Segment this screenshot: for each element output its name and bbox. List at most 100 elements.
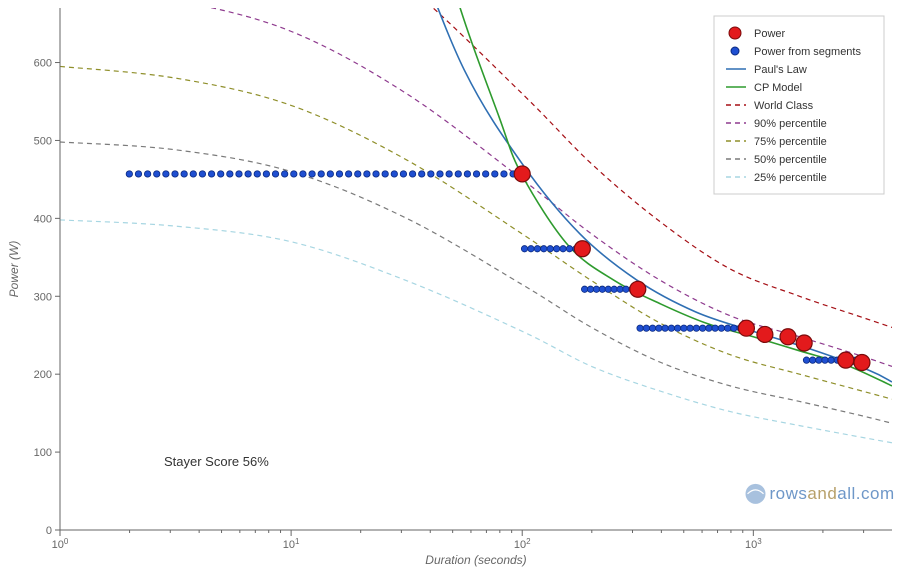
segment-dot xyxy=(706,325,712,331)
power-dot xyxy=(796,335,812,351)
y-tick-label: 300 xyxy=(34,291,52,303)
segment-dot xyxy=(718,325,724,331)
segment-dot xyxy=(521,246,527,252)
segment-dot xyxy=(816,357,822,363)
segment-dot xyxy=(473,171,479,177)
segment-dot xyxy=(464,171,470,177)
segment-dot xyxy=(218,171,224,177)
legend-label: 50% percentile xyxy=(754,154,827,166)
y-tick-label: 600 xyxy=(34,58,52,70)
x-tick-label: 100 xyxy=(52,537,69,552)
power-dot xyxy=(838,352,854,368)
segment-dot xyxy=(455,171,461,177)
segment-dot xyxy=(731,325,737,331)
x-axis-label: Duration (seconds) xyxy=(425,553,526,567)
segment-dot xyxy=(400,171,406,177)
segment-dot xyxy=(355,171,361,177)
segment-dot xyxy=(172,171,178,177)
segment-dot xyxy=(501,171,507,177)
segment-dot xyxy=(681,325,687,331)
segment-dot xyxy=(492,171,498,177)
power-dot xyxy=(757,326,773,342)
segment-dot xyxy=(154,171,160,177)
segment-dot xyxy=(245,171,251,177)
segment-dot xyxy=(553,246,559,252)
segment-dot xyxy=(623,286,629,292)
stayer-score-annotation: Stayer Score 56% xyxy=(164,454,269,469)
segment-dot xyxy=(605,286,611,292)
legend-label: Power xyxy=(754,28,786,40)
segment-dot xyxy=(534,246,540,252)
segment-dot xyxy=(373,171,379,177)
segment-dot xyxy=(227,171,233,177)
segment-dot xyxy=(593,286,599,292)
segment-dot xyxy=(599,286,605,292)
legend-label: 90% percentile xyxy=(754,118,827,130)
y-tick-label: 500 xyxy=(34,135,52,147)
segment-dot xyxy=(135,171,141,177)
x-tick-label: 102 xyxy=(514,537,531,552)
segment-dot xyxy=(541,246,547,252)
segment-dot xyxy=(318,171,324,177)
power-dot xyxy=(630,281,646,297)
segment-dot xyxy=(649,325,655,331)
segment-dot xyxy=(712,325,718,331)
power-dot xyxy=(780,329,796,345)
segment-dot xyxy=(809,357,815,363)
segment-dot xyxy=(208,171,214,177)
y-tick-label: 200 xyxy=(34,369,52,381)
segment-dot xyxy=(611,286,617,292)
power-dot xyxy=(854,354,870,370)
power-dot xyxy=(514,166,530,182)
segment-dot xyxy=(300,171,306,177)
segment-dot xyxy=(254,171,260,177)
segment-dot xyxy=(428,171,434,177)
segment-dot xyxy=(419,171,425,177)
segment-dot xyxy=(446,171,452,177)
segment-dot xyxy=(668,325,674,331)
power-dot xyxy=(738,320,754,336)
segment-dot xyxy=(581,286,587,292)
segment-dot xyxy=(144,171,150,177)
segment-dot xyxy=(437,171,443,177)
watermark-globe-icon xyxy=(746,484,766,504)
segment-dot xyxy=(281,171,287,177)
segment-dot xyxy=(291,171,297,177)
segment-dot xyxy=(327,171,333,177)
legend-marker-icon xyxy=(729,27,741,39)
segment-dot xyxy=(643,325,649,331)
legend-marker-icon xyxy=(731,47,739,55)
y-tick-label: 0 xyxy=(46,525,52,537)
segment-dot xyxy=(693,325,699,331)
x-tick-label: 103 xyxy=(745,537,762,552)
segment-dot xyxy=(126,171,132,177)
segment-dot xyxy=(236,171,242,177)
segment-dot xyxy=(482,171,488,177)
segment-dot xyxy=(617,286,623,292)
y-axis-label: Power (W) xyxy=(7,241,21,298)
segment-dot xyxy=(547,246,553,252)
segment-dot xyxy=(409,171,415,177)
segment-dot xyxy=(724,325,730,331)
segment-dot xyxy=(309,171,315,177)
segment-dot xyxy=(662,325,668,331)
segment-dot xyxy=(822,357,828,363)
segment-dot xyxy=(391,171,397,177)
segment-dot xyxy=(336,171,342,177)
segment-dot xyxy=(566,246,572,252)
power-duration-chart: 0100200300400500600100101102103 Duration… xyxy=(0,0,900,570)
segment-dot xyxy=(699,325,705,331)
power-dot xyxy=(574,241,590,257)
segment-dot xyxy=(828,357,834,363)
legend-label: CP Model xyxy=(754,82,802,94)
segment-dot xyxy=(181,171,187,177)
segment-dot xyxy=(345,171,351,177)
watermark-text: rowsandall.com xyxy=(770,484,895,503)
segment-dot xyxy=(163,171,169,177)
segment-dot xyxy=(528,246,534,252)
legend-label: 75% percentile xyxy=(754,136,827,148)
segment-dot xyxy=(199,171,205,177)
segment-dot xyxy=(263,171,269,177)
segment-dot xyxy=(687,325,693,331)
legend-label: Paul's Law xyxy=(754,64,807,76)
